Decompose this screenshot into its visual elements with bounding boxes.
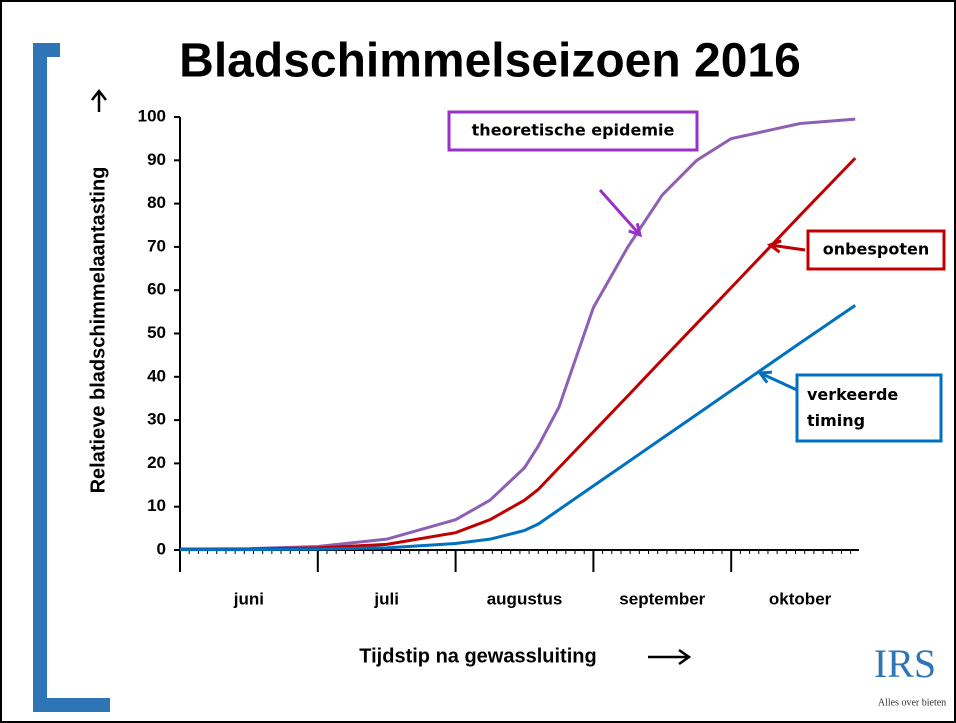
annotation-line: timing [807, 411, 865, 430]
annotation-label: theoretische epidemie [472, 121, 675, 140]
logo-tagline: Alles over bieten [878, 697, 946, 708]
y-axis-label: Relatieve bladschimmelaantasting [87, 167, 109, 494]
y-tick-label: 0 [157, 539, 166, 558]
chart-title: Bladschimmelseizoen 2016 [179, 35, 801, 88]
annotation-line: verkeerde [807, 385, 898, 404]
y-tick-label: 20 [147, 453, 166, 472]
y-arrow [91, 88, 107, 112]
y-tick-label: 60 [147, 280, 166, 299]
annotation-box [795, 373, 943, 443]
x-tick-label: oktober [769, 589, 832, 608]
y-tick-label: 80 [147, 193, 166, 212]
y-tick-label: 40 [147, 366, 166, 385]
annotation-label: verkeerde timing [807, 385, 898, 430]
y-tick-label: 30 [147, 410, 166, 429]
annotation-box [806, 229, 946, 271]
x-tick-label: september [619, 589, 705, 608]
logo-name: IRS [874, 641, 936, 686]
y-tick-label: 70 [147, 236, 166, 255]
x-arrow [648, 648, 692, 666]
line-series [179, 117, 856, 551]
x-axis-label: Tijdstip na gewassluiting [359, 645, 596, 667]
y-tick-label: 100 [138, 106, 166, 125]
logo: IRS Alles over bieten [874, 641, 946, 708]
x-tick-label: augustus [487, 589, 563, 608]
y-tick-label: 50 [147, 323, 166, 342]
y-tick-label: 10 [147, 496, 166, 515]
annotation-arrow [757, 370, 798, 392]
annotation-arrow [598, 189, 643, 238]
slide-decoration [33, 43, 110, 712]
y-tick-label: 90 [147, 150, 166, 169]
annotation-label: onbespoten [823, 240, 930, 259]
x-tick-label: juli [373, 589, 399, 608]
line-series [180, 157, 857, 551]
x-tick-label: juni [233, 589, 264, 608]
line-series [180, 304, 857, 552]
annotation-box [447, 110, 699, 152]
annotation-arrow [766, 239, 806, 254]
